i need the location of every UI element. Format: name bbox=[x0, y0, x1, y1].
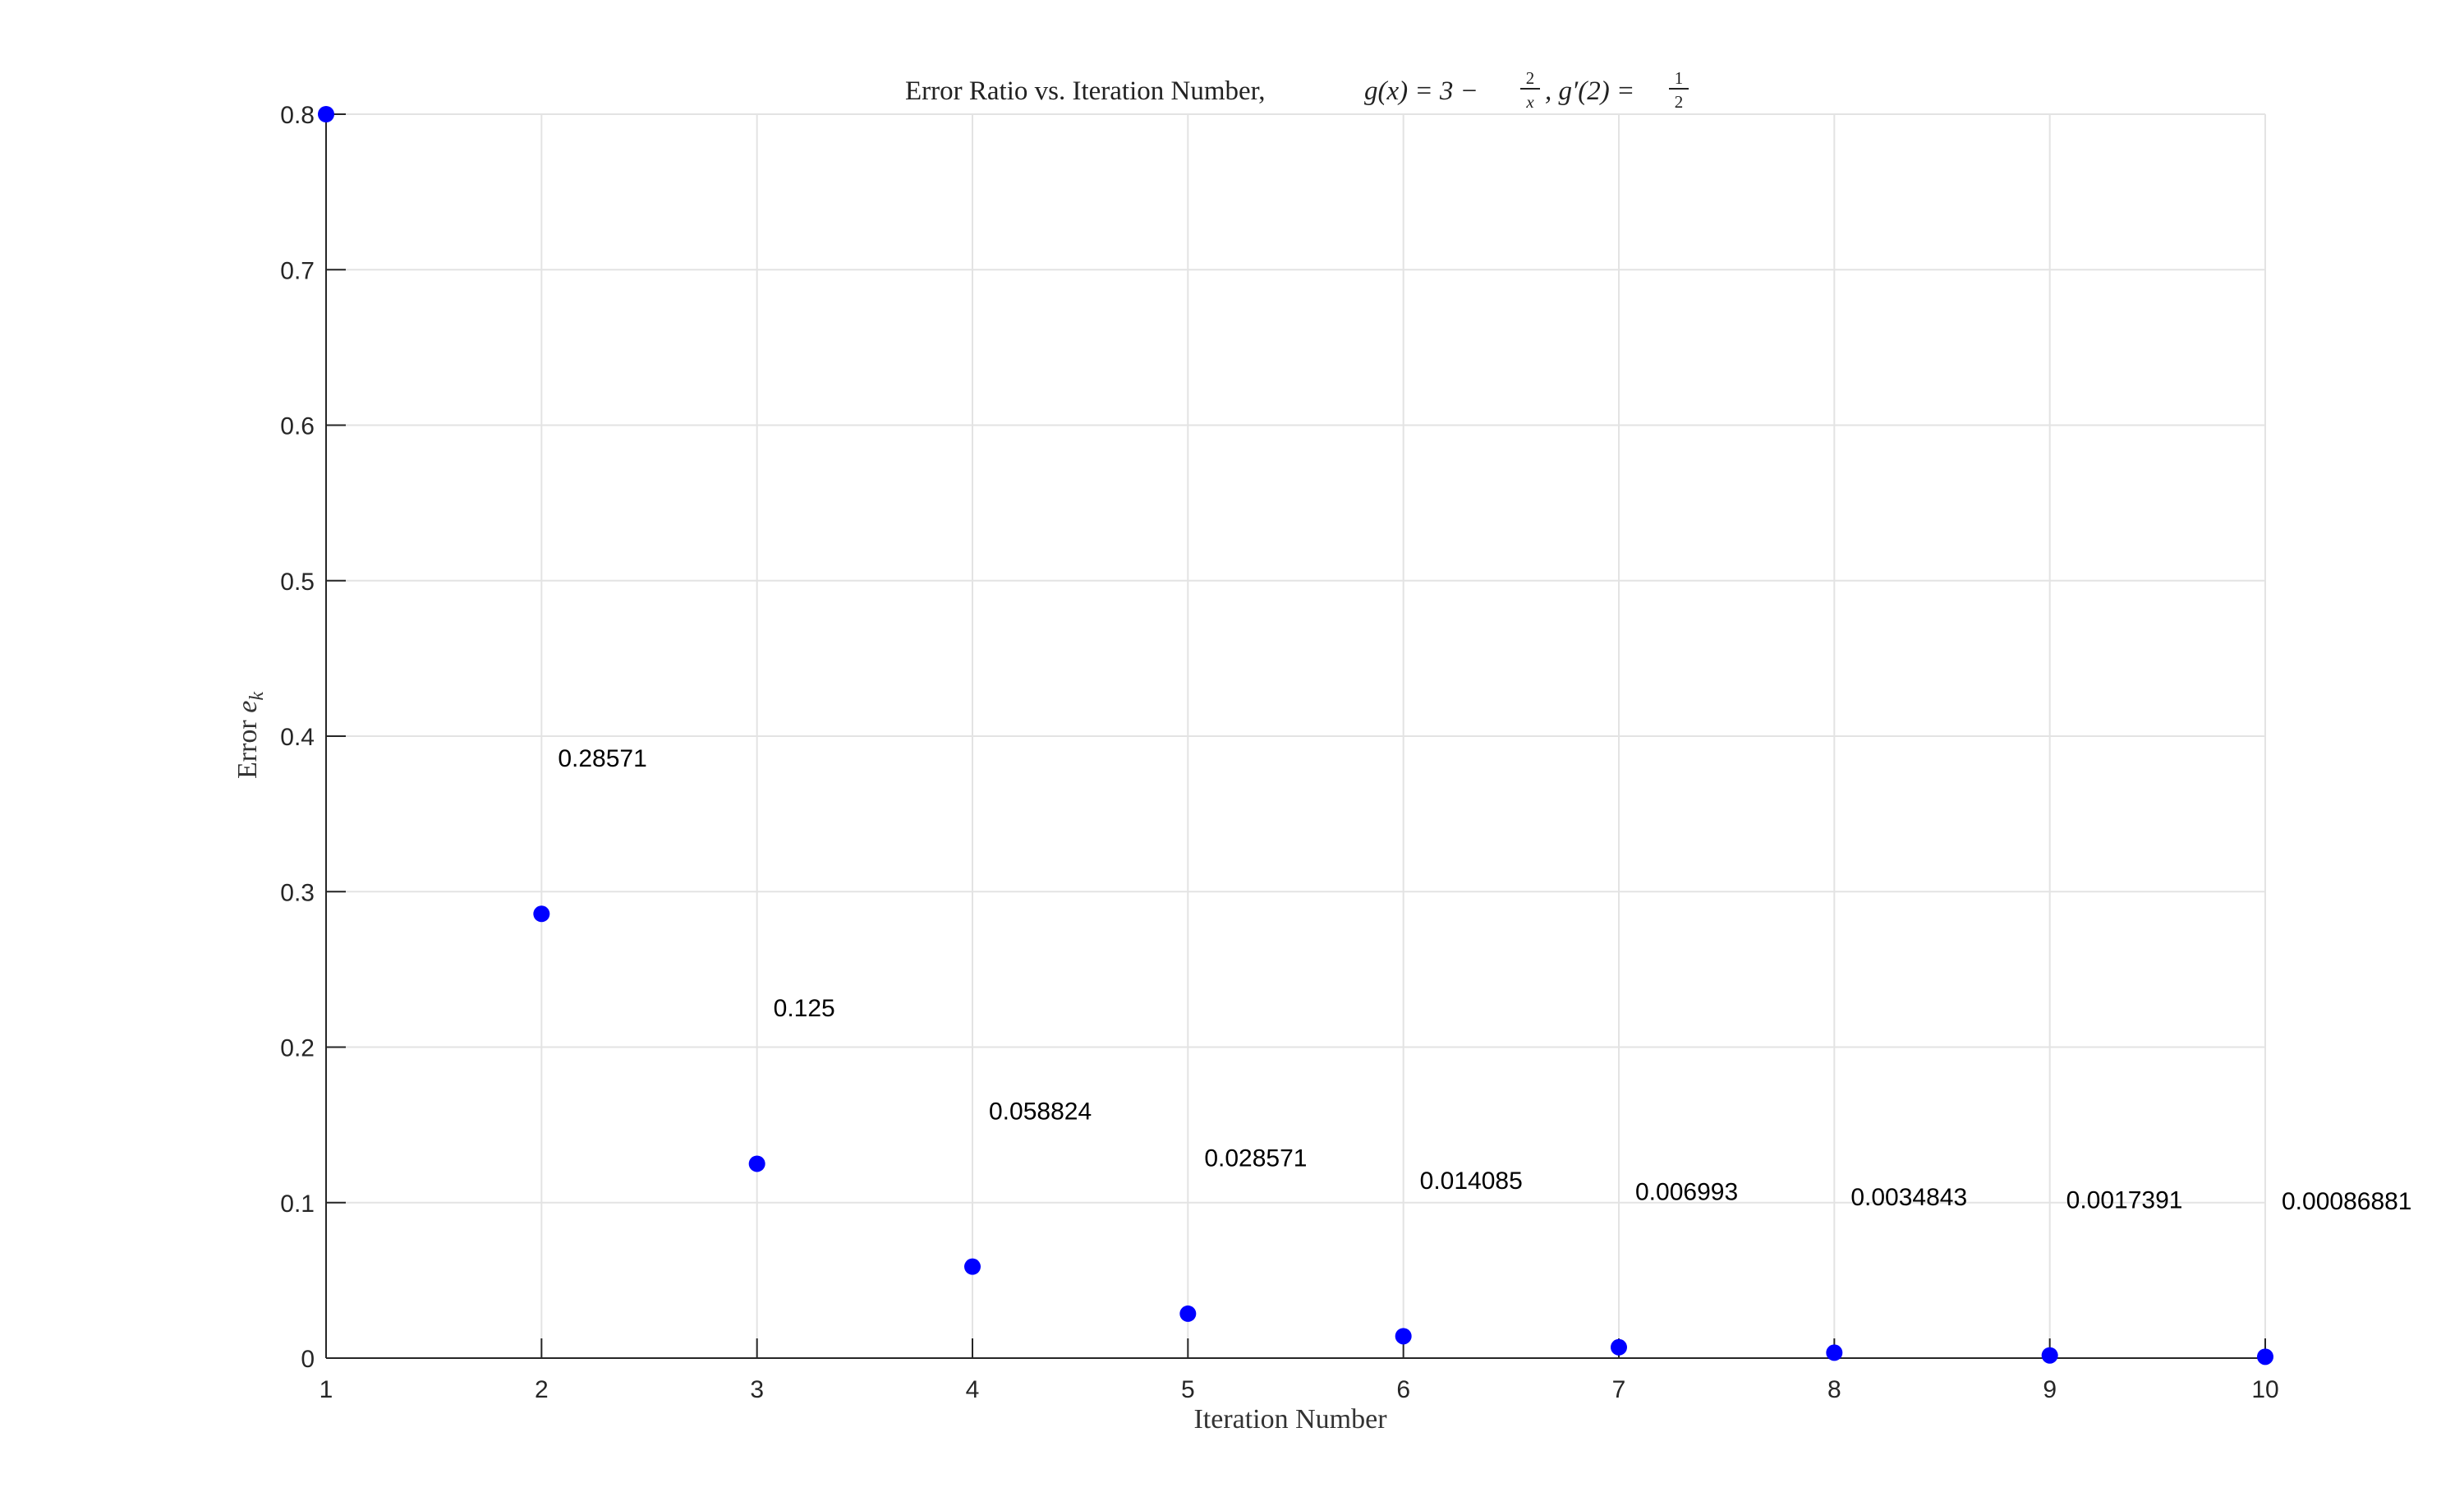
data-point bbox=[318, 106, 334, 122]
data-point bbox=[748, 1155, 765, 1172]
data-label: 0.0034843 bbox=[1850, 1184, 1967, 1211]
svg-text:Error ek: Error ek bbox=[232, 692, 268, 779]
data-point bbox=[1611, 1338, 1627, 1356]
points-layer bbox=[318, 106, 2273, 1366]
y-tick-label: 0.5 bbox=[280, 569, 315, 596]
y-tick-label: 0.6 bbox=[280, 413, 315, 440]
y-tick-label: 0.2 bbox=[280, 1035, 315, 1062]
y-tick-label: 0.1 bbox=[280, 1191, 315, 1218]
data-label: 0.006993 bbox=[1635, 1179, 1738, 1206]
data-point bbox=[1826, 1344, 1843, 1361]
data-label: 0.014085 bbox=[1420, 1167, 1523, 1195]
y-axis-label-subscript: k bbox=[246, 692, 268, 701]
chart-title-frac2-numerator: 1 bbox=[1675, 68, 1684, 88]
x-tick-label: 9 bbox=[2043, 1376, 2057, 1403]
y-tick-label: 0.3 bbox=[280, 879, 315, 906]
chart-title-frac1-numerator: 2 bbox=[1526, 68, 1535, 88]
y-tick-label: 0 bbox=[301, 1346, 315, 1373]
data-label: 0.058824 bbox=[989, 1098, 1092, 1125]
x-tick-label: 8 bbox=[1827, 1376, 1841, 1403]
chart-title-prefix: Error Ratio vs. Iteration Number, bbox=[905, 76, 1266, 106]
y-axis-label-prefix: Error bbox=[232, 713, 263, 779]
x-tick-label: 10 bbox=[2251, 1376, 2278, 1403]
data-point bbox=[1395, 1328, 1412, 1345]
x-tick-label: 6 bbox=[1396, 1376, 1410, 1403]
data-point bbox=[2257, 1348, 2273, 1366]
data-point bbox=[1179, 1305, 1197, 1322]
data-label: 0.125 bbox=[774, 995, 835, 1022]
x-tick-label: 1 bbox=[319, 1376, 333, 1403]
data-label: 0.0017391 bbox=[2066, 1186, 2183, 1214]
data-point bbox=[2041, 1347, 2058, 1364]
y-axis-label-variable: e bbox=[232, 701, 263, 713]
x-tick-label: 7 bbox=[1612, 1376, 1626, 1403]
chart-title-derivative: , g′(2) = bbox=[1545, 76, 1634, 106]
chart-title: Error Ratio vs. Iteration Number, g(x) =… bbox=[905, 68, 1689, 112]
grid-layer bbox=[325, 113, 2266, 1359]
data-label: 0.028571 bbox=[1204, 1145, 1307, 1172]
data-point bbox=[533, 905, 550, 923]
x-tick-label: 4 bbox=[966, 1376, 980, 1403]
y-tick-label: 0.7 bbox=[280, 257, 315, 284]
data-label: 0.00086881 bbox=[2282, 1188, 2412, 1215]
ticks-layer: 1 2 3 4 5 6 7 8 9 10 0 0.1 0.2 0.3 0.4 0.5 0.6 0.7 0.8 bbox=[280, 102, 2278, 1403]
data-label: 0.28571 bbox=[558, 745, 646, 772]
x-tick-label: 5 bbox=[1181, 1376, 1195, 1403]
chart-title-frac2-denominator: 2 bbox=[1675, 92, 1684, 112]
x-tick-label: 3 bbox=[750, 1376, 764, 1403]
chart-title-gx: g(x) = 3 − bbox=[1364, 76, 1478, 106]
x-axis-label: Iteration Number bbox=[1193, 1404, 1387, 1435]
data-point bbox=[964, 1258, 981, 1275]
y-tick-label: 0.4 bbox=[280, 724, 315, 751]
y-axis-label: Error ek bbox=[232, 692, 268, 779]
chart-title-frac1-denominator: x bbox=[1525, 92, 1534, 112]
data-labels-layer: 0.28571 0.125 0.058824 0.028571 0.014085 0.00… bbox=[558, 745, 2411, 1215]
x-tick-label: 2 bbox=[535, 1376, 549, 1403]
y-tick-label: 0.8 bbox=[280, 102, 315, 129]
